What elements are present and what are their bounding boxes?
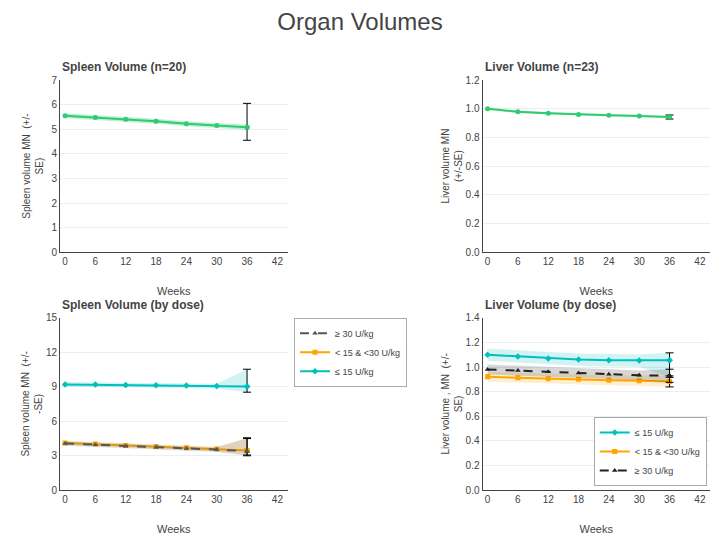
svg-text:0.4: 0.4 [466, 435, 480, 446]
svg-text:1.0: 1.0 [466, 362, 480, 373]
svg-text:4: 4 [51, 148, 57, 159]
svg-text:6: 6 [51, 99, 57, 110]
svg-text:30: 30 [634, 256, 646, 267]
svg-text:0: 0 [485, 256, 491, 267]
svg-text:6: 6 [51, 416, 57, 427]
svg-text:6: 6 [515, 494, 521, 505]
svg-text:0.2: 0.2 [466, 218, 480, 229]
svg-text:24: 24 [181, 494, 193, 505]
svg-text:42: 42 [694, 494, 706, 505]
svg-text:Weeks: Weeks [580, 523, 614, 535]
svg-text:18: 18 [573, 256, 585, 267]
svg-text:0.0: 0.0 [466, 247, 480, 258]
svg-text:18: 18 [573, 494, 585, 505]
svg-text:Weeks: Weeks [157, 285, 191, 297]
svg-text:≤ 15 U/kg: ≤ 15 U/kg [335, 367, 373, 377]
svg-text:3: 3 [51, 450, 57, 461]
svg-text:0.8: 0.8 [466, 132, 480, 143]
svg-text:36: 36 [664, 256, 676, 267]
svg-text:Liver volume MN(+/-SE): Liver volume MN(+/-SE) [440, 129, 464, 204]
svg-text:0.6: 0.6 [466, 411, 480, 422]
svg-text:0.4: 0.4 [466, 189, 480, 200]
svg-text:0: 0 [62, 256, 68, 267]
svg-text:< 15 & <30 U/kg: < 15 & <30 U/kg [335, 348, 400, 358]
svg-text:Liver volume , MN (+/-SE): Liver volume , MN (+/-SE) [440, 353, 464, 454]
svg-text:0.2: 0.2 [466, 460, 480, 471]
svg-text:Organ Volumes: Organ Volumes [277, 8, 442, 35]
svg-text:0: 0 [51, 247, 57, 258]
svg-text:0.6: 0.6 [466, 161, 480, 172]
svg-text:Spleen volume MN (+/--SE): Spleen volume MN (+/--SE) [20, 351, 44, 456]
svg-text:24: 24 [603, 494, 615, 505]
svg-text:Spleen volume MN (+/-SE): Spleen volume MN (+/-SE) [21, 113, 45, 218]
svg-text:24: 24 [603, 256, 615, 267]
svg-text:12: 12 [543, 494, 555, 505]
svg-text:12: 12 [46, 347, 58, 358]
svg-text:0.8: 0.8 [466, 386, 480, 397]
svg-text:6: 6 [93, 494, 99, 505]
svg-text:12: 12 [120, 256, 132, 267]
svg-text:6: 6 [93, 256, 99, 267]
svg-text:7: 7 [51, 75, 57, 86]
svg-text:1.2: 1.2 [466, 75, 480, 86]
svg-text:9: 9 [51, 381, 57, 392]
svg-text:1.4: 1.4 [466, 312, 480, 323]
svg-text:24: 24 [181, 256, 193, 267]
svg-text:0: 0 [51, 485, 57, 496]
svg-text:42: 42 [694, 256, 706, 267]
svg-text:18: 18 [150, 256, 162, 267]
svg-text:2: 2 [51, 198, 57, 209]
svg-text:≥ 30 U/kg: ≥ 30 U/kg [635, 466, 673, 476]
svg-text:36: 36 [241, 256, 253, 267]
svg-text:15: 15 [46, 312, 58, 323]
svg-text:1.0: 1.0 [466, 103, 480, 114]
svg-text:42: 42 [272, 256, 284, 267]
svg-text:1: 1 [51, 222, 57, 233]
svg-text:Spleen Volume (by dose): Spleen Volume (by dose) [62, 298, 204, 312]
svg-text:Weeks: Weeks [580, 285, 614, 297]
svg-text:6: 6 [515, 256, 521, 267]
svg-text:0: 0 [485, 494, 491, 505]
svg-text:36: 36 [241, 494, 253, 505]
svg-text:18: 18 [150, 494, 162, 505]
svg-text:≥ 30 U/kg: ≥ 30 U/kg [335, 329, 373, 339]
svg-text:Liver Volume (n=23): Liver Volume (n=23) [485, 60, 598, 74]
svg-text:0.0: 0.0 [466, 485, 480, 496]
svg-text:≤ 15 U/kg: ≤ 15 U/kg [635, 428, 673, 438]
svg-text:30: 30 [211, 494, 223, 505]
svg-text:1.2: 1.2 [466, 337, 480, 348]
svg-text:Spleen Volume (n=20): Spleen Volume (n=20) [62, 60, 186, 74]
svg-text:30: 30 [211, 256, 223, 267]
svg-text:30: 30 [634, 494, 646, 505]
svg-text:12: 12 [120, 494, 132, 505]
svg-text:Liver Volume (by dose): Liver Volume (by dose) [485, 298, 616, 312]
svg-text:Weeks: Weeks [157, 523, 191, 535]
svg-text:42: 42 [272, 494, 284, 505]
svg-text:< 15 & <30 U/kg: < 15 & <30 U/kg [635, 447, 700, 457]
svg-text:12: 12 [543, 256, 555, 267]
svg-text:5: 5 [51, 124, 57, 135]
svg-text:0: 0 [62, 494, 68, 505]
svg-text:36: 36 [664, 494, 676, 505]
svg-text:3: 3 [51, 173, 57, 184]
